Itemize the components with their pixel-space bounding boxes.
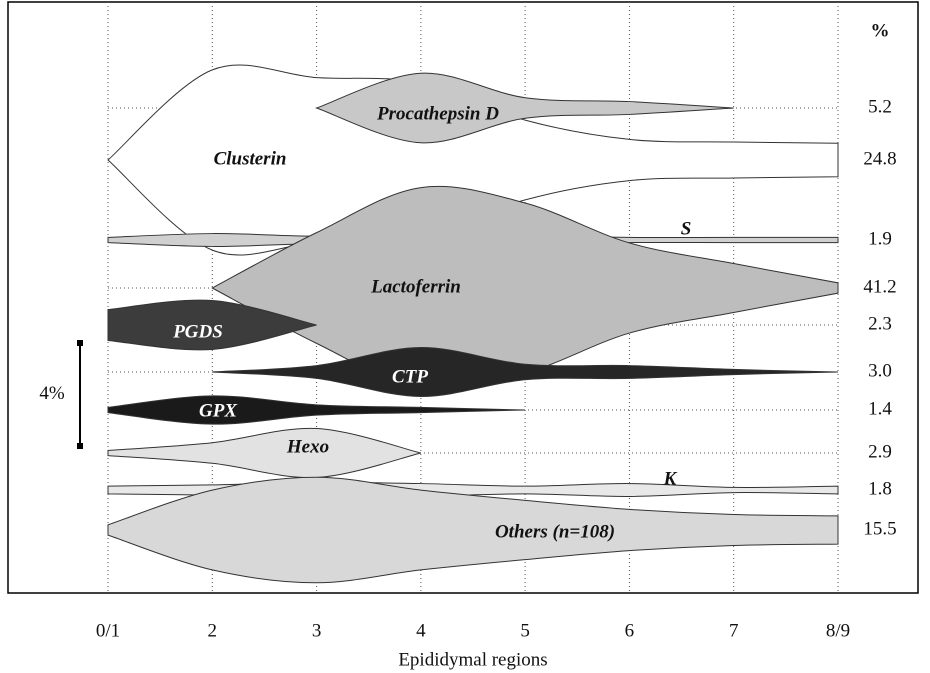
share-header: % (871, 20, 890, 41)
violin (314, 72, 734, 144)
series-label: Hexo (286, 436, 329, 457)
x-tick-label: 8/9 (826, 620, 850, 641)
share-label: 24.8 (863, 148, 896, 169)
share-label: 15.5 (863, 518, 896, 539)
series-label: S (681, 218, 692, 239)
violin (107, 395, 526, 425)
share-label: 2.9 (868, 441, 892, 462)
share-label: 1.8 (868, 478, 892, 499)
violin (107, 299, 317, 351)
share-label: 3.0 (868, 360, 892, 381)
x-tick-label: 5 (520, 620, 530, 641)
series-label: GPX (199, 400, 238, 421)
series-label: Clusterin (214, 148, 287, 169)
scale-bar-label: 4% (39, 383, 65, 404)
series-label: Lactoferrin (370, 276, 461, 297)
x-tick-label: 6 (625, 620, 635, 641)
scale-bar-end (77, 340, 83, 346)
share-label: 5.2 (868, 96, 892, 117)
x-axis-label: Epididymal regions (398, 649, 547, 670)
series-label: PGDS (172, 321, 223, 342)
share-label: 1.4 (868, 398, 892, 419)
x-tick-label: 3 (312, 620, 322, 641)
series-label: Others (n=108) (495, 521, 615, 542)
x-tick-label: 7 (729, 620, 739, 641)
share-label: 41.2 (863, 276, 896, 297)
x-tick-label: 0/1 (96, 620, 120, 641)
violin (107, 427, 421, 479)
x-tick-label: 4 (416, 620, 426, 641)
violin (107, 476, 839, 584)
series-label: Procathepsin D (376, 103, 499, 124)
scale-bar-end (77, 443, 83, 449)
series-label: CTP (392, 366, 428, 387)
series-label: K (663, 468, 678, 489)
share-label: 1.9 (868, 228, 892, 249)
violin (212, 347, 839, 397)
x-tick-label: 2 (208, 620, 218, 641)
share-label: 2.3 (868, 313, 892, 334)
